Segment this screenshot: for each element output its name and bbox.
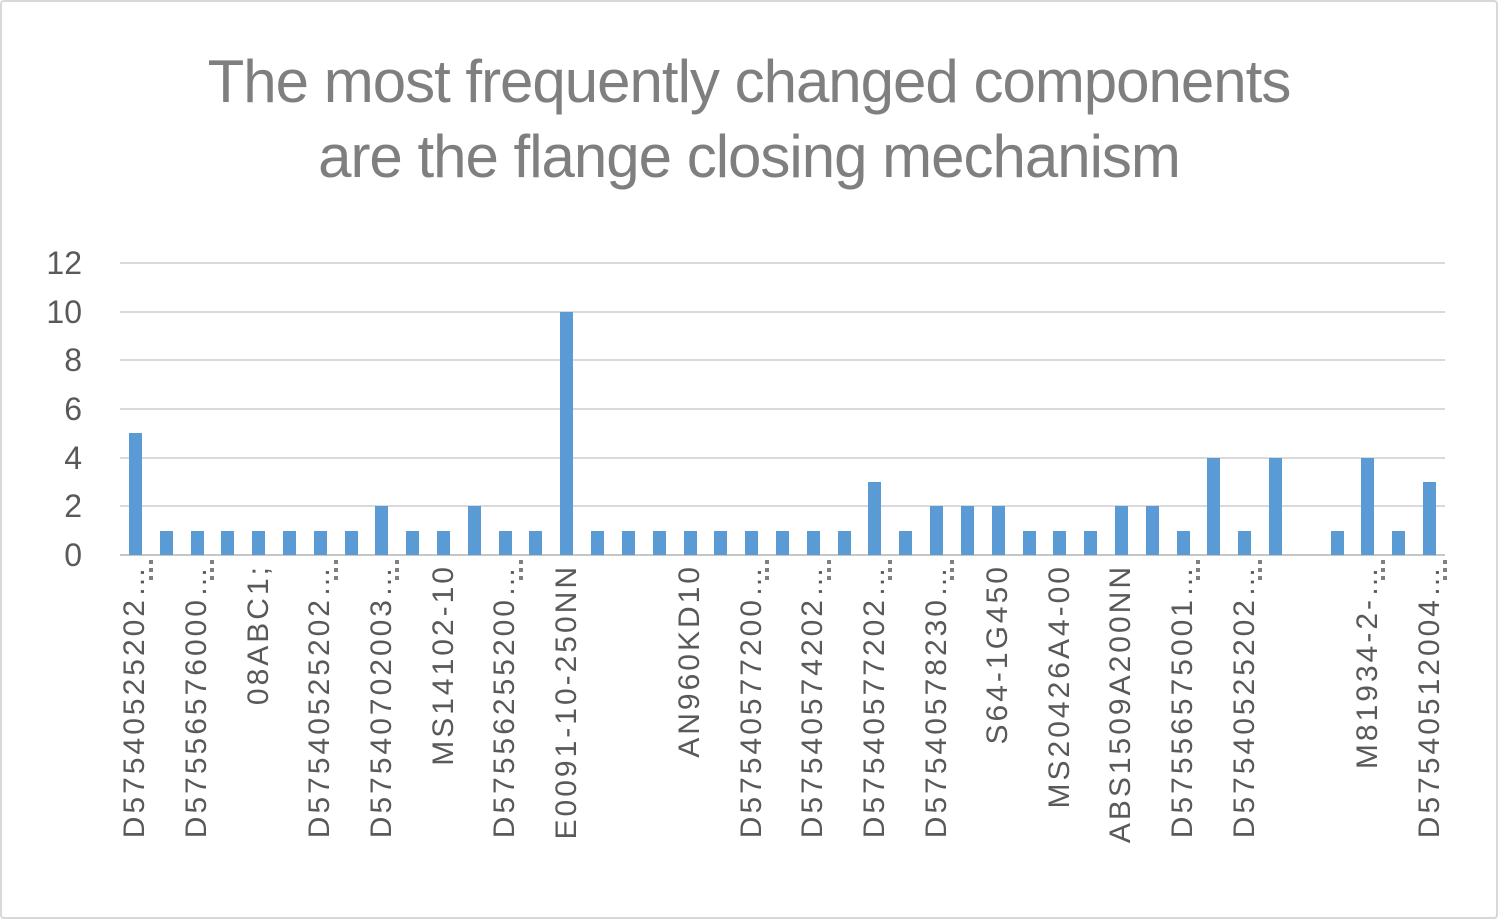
bar [1022, 530, 1036, 555]
y-axis-tick-label: 8 [64, 342, 82, 379]
x-axis-category-label: D57540512004… [1412, 564, 1446, 839]
bar [1176, 530, 1190, 555]
gridline [120, 359, 1445, 362]
bar [467, 506, 481, 555]
bar [344, 530, 358, 555]
axis-tick-mark [765, 560, 770, 580]
x-axis-category-label: D57556576000… [180, 564, 214, 839]
bar [991, 506, 1005, 555]
bar [806, 530, 820, 555]
bar [498, 530, 512, 555]
axis-tick-mark [949, 560, 954, 580]
y-axis-tick-label: 2 [64, 488, 82, 525]
bar [221, 530, 235, 555]
x-axis-category-label: D57540525202… [1227, 564, 1261, 839]
bar [591, 530, 605, 555]
axis-tick-mark [888, 560, 893, 580]
x-axis-category-label: D57540577202… [857, 564, 891, 839]
x-axis-category-label: D57540574202… [796, 564, 830, 839]
bar [621, 530, 635, 555]
gridline [120, 310, 1445, 313]
y-axis-tick-label: 6 [64, 391, 82, 427]
y-axis-tick-label: 10 [46, 293, 82, 330]
bar [868, 482, 882, 555]
bar [1114, 506, 1128, 555]
axis-tick-mark [148, 560, 153, 580]
gridline [120, 408, 1445, 410]
bar [282, 530, 296, 555]
x-axis-category-label: D57540525202… [118, 564, 152, 839]
chart-title-line-2: are the flange closing mechanism [318, 123, 1181, 190]
gridline [120, 505, 1445, 508]
axis-tick-mark [395, 560, 400, 580]
bar [375, 506, 389, 555]
gridline [120, 262, 1445, 264]
bar [159, 530, 173, 555]
x-axis-category-label: D57556575001… [1166, 564, 1200, 839]
bar [683, 530, 697, 555]
chart-title: The most frequently changed components a… [2, 44, 1496, 194]
x-axis-category-label: D57540578230… [919, 564, 953, 839]
chart-title-line-1: The most frequently changed components [207, 48, 1292, 115]
axis-tick-mark [1196, 560, 1201, 580]
bar [1269, 457, 1283, 555]
bar [1145, 506, 1159, 555]
bar [745, 530, 759, 555]
bar [960, 506, 974, 555]
bar [714, 530, 728, 555]
y-axis-tick-label: 4 [64, 439, 82, 476]
bar [252, 530, 266, 555]
bar [529, 530, 543, 555]
bar [1084, 530, 1098, 555]
x-axis-category-label: S64-1G450 [981, 564, 1015, 745]
bar [1361, 457, 1375, 555]
axis-tick-mark [333, 560, 338, 580]
axis-tick-mark [826, 560, 831, 580]
bar [560, 311, 574, 555]
x-axis-category-label: D57540577200… [734, 564, 768, 839]
bar [1330, 530, 1344, 555]
bar [313, 530, 327, 555]
bar [1392, 530, 1406, 555]
bar [1423, 482, 1437, 555]
x-axis-category-label: M81934-2-… [1350, 564, 1384, 770]
bar [1207, 457, 1221, 555]
bar [437, 530, 451, 555]
axis-tick-mark [1258, 560, 1263, 580]
axis-tick-mark [518, 560, 523, 580]
y-axis-tick-label: 0 [64, 537, 82, 573]
bar [776, 530, 789, 555]
bar [190, 530, 204, 555]
axis-tick-mark [210, 560, 215, 580]
x-axis-category-label: AN960KD10 [673, 564, 707, 758]
bar [406, 530, 420, 555]
bar [128, 433, 142, 555]
x-axis-category-label: D57540702003… [364, 564, 398, 839]
bar [899, 530, 913, 555]
bar [1238, 530, 1252, 555]
axis-tick-mark [1381, 560, 1386, 580]
x-axis-line [120, 554, 1445, 556]
y-axis-tick-label: 12 [46, 245, 82, 281]
x-axis-category-label: 08ABC1; [241, 564, 275, 706]
bar [930, 506, 944, 555]
x-axis-category-label: D57556255200… [488, 564, 522, 839]
x-axis-category-label: E0091-10-250NN [549, 564, 583, 840]
x-axis-category-label: MS20426A4-00 [1042, 564, 1076, 809]
bar [837, 530, 851, 555]
x-axis-category-label: D57540525202… [303, 564, 337, 839]
bar [652, 530, 666, 555]
axis-tick-mark [1443, 560, 1447, 580]
x-axis-category-label: ABS1509A200NN [1104, 564, 1138, 844]
bar [1053, 530, 1067, 555]
gridline [120, 456, 1445, 459]
x-axis-category-label: MS14102-10 [426, 564, 460, 766]
